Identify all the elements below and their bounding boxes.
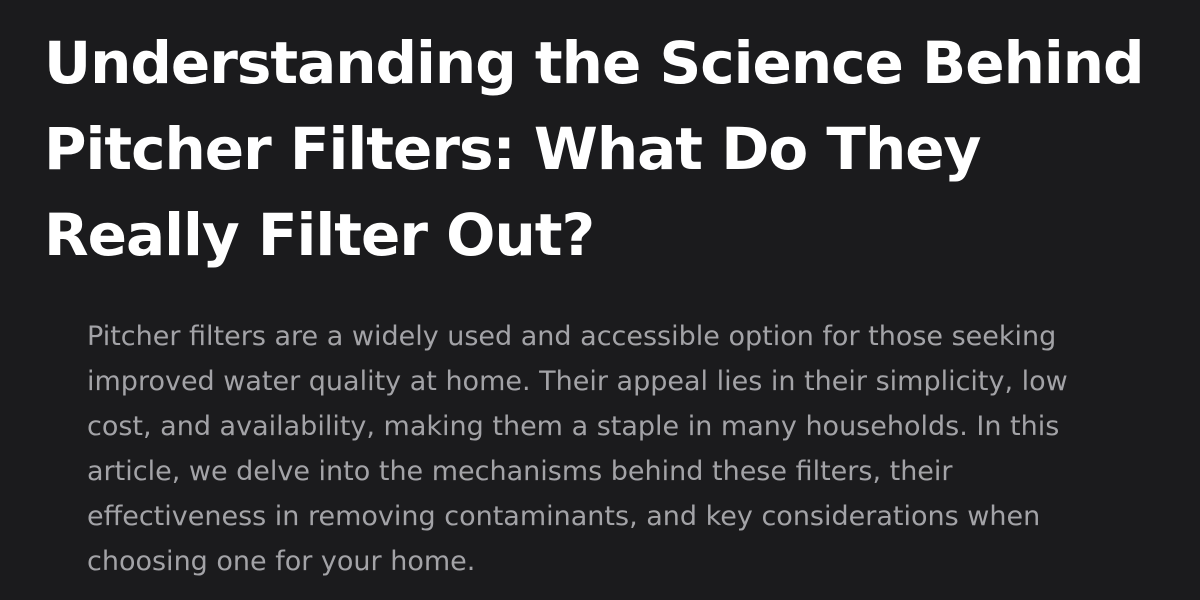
article-summary: Pitcher filters are a widely used and ac… — [87, 314, 1087, 584]
article-title: Understanding the Science Behind Pitcher… — [44, 20, 1156, 278]
